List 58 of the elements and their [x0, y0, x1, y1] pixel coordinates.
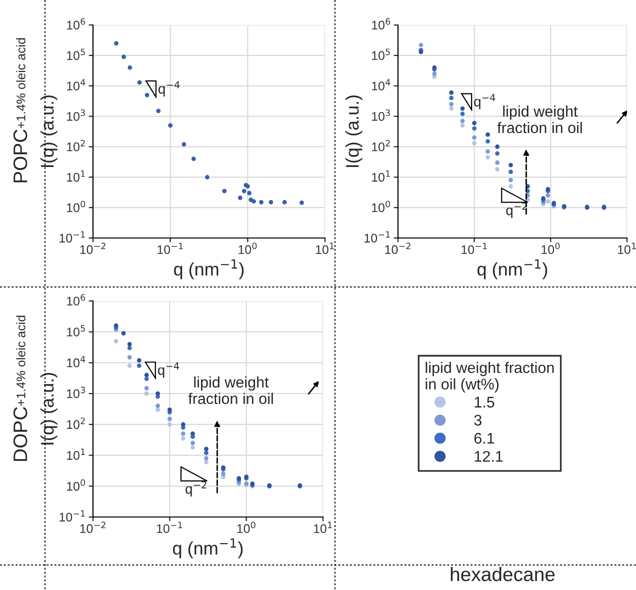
- x-axis-title: q (nm$^{−1}$): [173, 538, 243, 558]
- y-axis-title: I(q) (a.u.): [40, 95, 58, 167]
- x-tick-label: 10$^{0}$: [542, 242, 560, 254]
- x-axis-title: q (nm$^{−1}$): [174, 259, 244, 280]
- y-tick-label: 10$^{0}$: [67, 200, 86, 212]
- y-tick-label: 10$^{5}$: [372, 48, 390, 60]
- x-tick-label: 10$^{0}$: [238, 242, 257, 254]
- y-axis-title: I(q) (a.u.): [40, 372, 58, 444]
- x-tick-label: 10$^{1}$: [618, 242, 636, 254]
- legend-label: 6.1: [474, 432, 494, 444]
- annotation: q$^{−4}$: [158, 362, 180, 378]
- x-tick-label: 10$^{0}$: [237, 522, 256, 534]
- annotation: lipid weight fraction in oil: [497, 106, 582, 134]
- legend-label: 3: [474, 414, 482, 426]
- annotation: lipid weight fraction in oil: [188, 376, 273, 404]
- x-tick-label: 10$^{1}$: [316, 242, 334, 254]
- y-tick-label: 10$^{3}$: [67, 109, 85, 121]
- y-tick-label: 10$^{4}$: [67, 356, 86, 368]
- y-tick-label: 10$^{0}$: [372, 200, 390, 212]
- x-tick-label: 10$^{1}$: [314, 522, 332, 534]
- y-tick-label: 10$^{3}$: [67, 386, 85, 398]
- y-tick-label: 10$^{−1}$: [60, 510, 85, 522]
- y-tick-label: 10$^{2}$: [372, 140, 390, 152]
- text: +1.4% oleic acid: [16, 316, 26, 406]
- legend-label: 12.1: [474, 450, 503, 462]
- annotation: q$^{−4}$: [158, 81, 180, 96]
- annotation: q$^{−2}$: [186, 481, 206, 497]
- y-axis-title: I(q) (a.u.): [345, 95, 362, 167]
- y-tick-label: 10$^{1}$: [67, 170, 85, 182]
- y-tick-label: 10$^{4}$: [67, 79, 86, 90]
- y-tick-label: 10$^{6}$: [67, 18, 86, 30]
- y-tick-label: 10$^{6}$: [372, 18, 390, 30]
- y-tick-label: 10$^{3}$: [372, 109, 390, 121]
- annotation: q$^{−4}$: [474, 94, 496, 110]
- x-axis-title: q (nm$^{−1}$): [478, 259, 548, 280]
- text: +1.4% oleic acid: [16, 38, 26, 128]
- x-tick-label: 10$^{−2}$: [385, 242, 410, 254]
- y-tick-label: 10$^{5}$: [67, 48, 85, 60]
- x-tick-label: 10$^{−2}$: [80, 522, 106, 534]
- x-tick-label: 10$^{−1}$: [462, 242, 487, 254]
- x-tick-label: 10$^{−1}$: [156, 522, 182, 534]
- text: hexadecane: [450, 566, 555, 582]
- y-tick-label: 10$^{2}$: [67, 418, 85, 429]
- x-tick-label: 10$^{−1}$: [158, 242, 183, 254]
- text: DOPC: [13, 407, 28, 461]
- y-tick-label: 10$^{4}$: [372, 79, 390, 90]
- y-tick-label: 10$^{5}$: [67, 325, 85, 336]
- y-tick-label: 10$^{1}$: [67, 448, 85, 460]
- y-tick-label: 10$^{1}$: [372, 170, 390, 182]
- legend-label: 1.5: [474, 396, 494, 408]
- y-tick-label: 10$^{0}$: [67, 479, 86, 491]
- y-tick-label: 10$^{−1}$: [364, 231, 390, 243]
- y-tick-label: 10$^{2}$: [67, 140, 85, 152]
- y-tick-label: 10$^{6}$: [67, 294, 86, 306]
- legend-title: lipid weight fraction in oil (wt%): [426, 362, 554, 393]
- y-tick-label: 10$^{−1}$: [60, 231, 85, 243]
- x-tick-label: 10$^{−2}$: [80, 242, 106, 254]
- text: POPC: [13, 130, 28, 182]
